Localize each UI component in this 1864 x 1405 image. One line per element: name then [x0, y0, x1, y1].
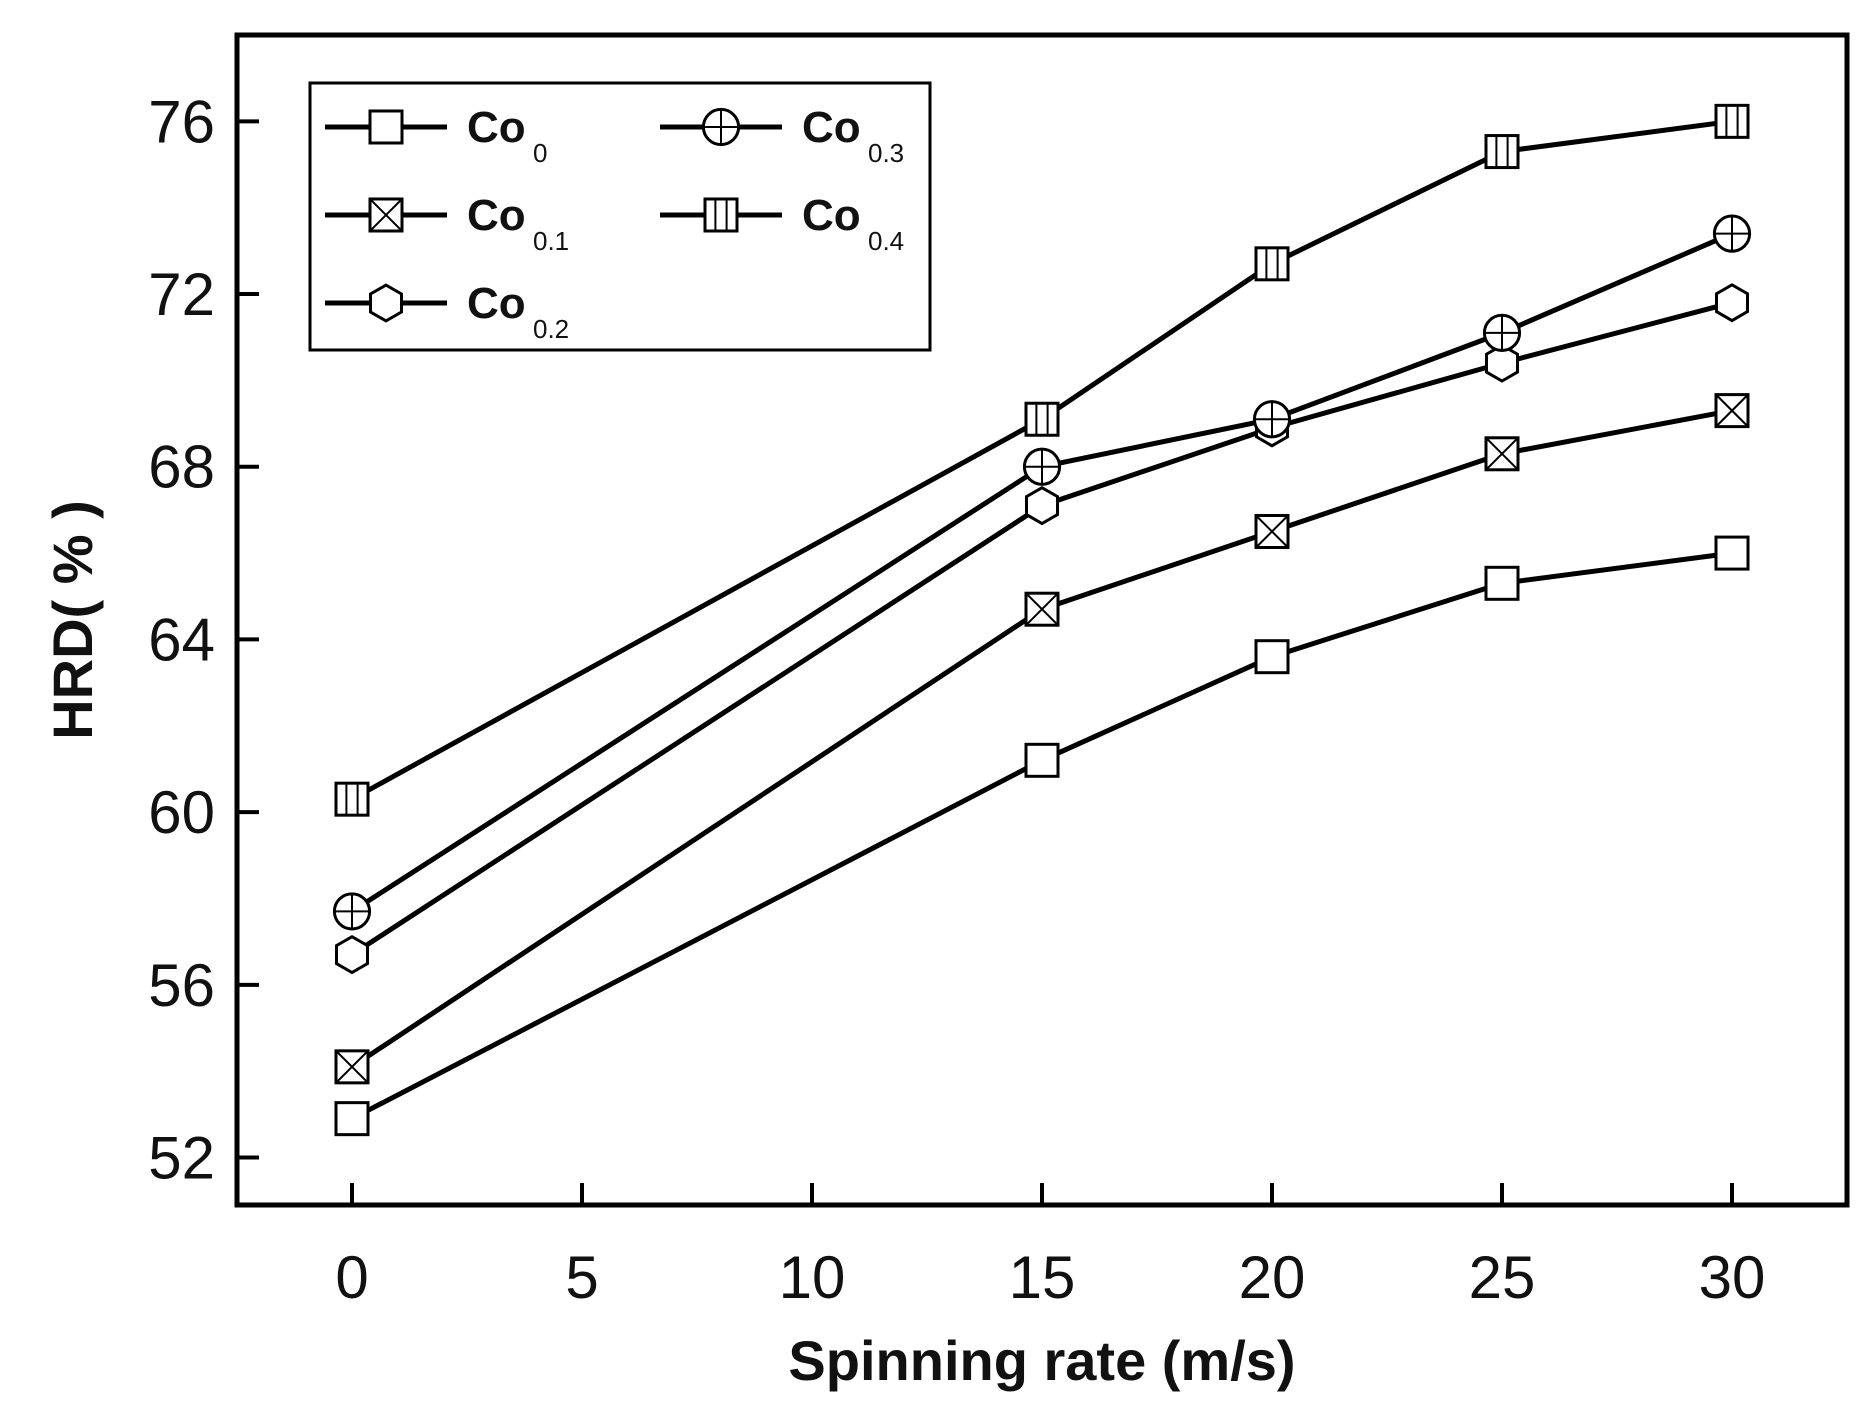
y-axis-title: HRD( % ) [41, 500, 104, 740]
x-axis-title: Spinning rate (m/s) [788, 1329, 1295, 1392]
series-layer [332, 103, 1752, 1137]
data-point-co-0.4-0 [334, 781, 370, 817]
data-point-co-0.1-4 [1714, 393, 1750, 429]
y-tick-label-2: 60 [148, 779, 215, 846]
data-point-co-0.3-0 [332, 892, 372, 931]
data-point-co-0.4-3 [1484, 134, 1520, 170]
data-point-co-0-1 [1024, 742, 1060, 778]
data-point-co-0-3 [1484, 565, 1520, 601]
legend-subscript-co-0.1: 0.1 [533, 226, 569, 256]
data-point-co-0.4-4 [1714, 103, 1750, 139]
data-point-co-0.4-2 [1254, 246, 1290, 282]
data-point-co-0.1-1 [1024, 591, 1060, 627]
data-point-co-0.1-2 [1254, 513, 1290, 549]
data-point-co-0.3-3 [1482, 313, 1522, 352]
data-point-co-0.2-4 [1715, 283, 1749, 323]
legend-item-co-0.1: Co0.1 [325, 191, 569, 256]
data-point-co-0.4-1 [1024, 401, 1060, 437]
legend-subscript-co-0.2: 0.2 [533, 314, 569, 344]
data-point-co-0.2-0 [335, 934, 369, 975]
data-point-co-0-4 [1714, 535, 1750, 571]
y-tick-label-0: 52 [148, 1125, 215, 1192]
legend-label-co-0.1: Co [467, 191, 526, 240]
y-tick-label-6: 76 [148, 88, 215, 155]
x-tick-label-5: 25 [1469, 1244, 1536, 1311]
legend-item-co-0: Co0 [325, 103, 547, 168]
x-tick-label-1: 5 [565, 1244, 598, 1311]
y-tick-label-3: 64 [148, 606, 215, 673]
legend-subscript-co-0.4: 0.4 [868, 226, 904, 256]
series-co-0.2 [335, 283, 1749, 975]
y-tick-label-1: 56 [148, 952, 215, 1019]
data-point-co-0.3-2 [1252, 400, 1292, 439]
x-tick-label-6: 30 [1699, 1244, 1766, 1311]
legend-item-co-0.3: Co0.3 [660, 103, 904, 168]
legend-label-co-0.3: Co [802, 103, 861, 152]
legend-marker-co-0.1 [368, 197, 404, 233]
y-tick-label-5: 72 [148, 261, 215, 328]
data-point-co-0.3-1 [1022, 447, 1062, 486]
legend-subscript-co-0.3: 0.3 [868, 138, 904, 168]
x-tick-label-0: 0 [335, 1244, 368, 1311]
legend-label-co-0.4: Co [802, 191, 861, 240]
legend-subscript-co-0: 0 [533, 138, 547, 168]
data-point-co-0.3-4 [1712, 214, 1752, 253]
data-point-co-0.2-1 [1025, 485, 1059, 526]
legend-item-co-0.4: Co0.4 [660, 191, 904, 256]
legend-marker-co-0.4 [703, 197, 739, 233]
series-co-0.1 [334, 393, 1750, 1085]
x-tick-label-2: 10 [779, 1244, 846, 1311]
series-co-0 [334, 535, 1750, 1137]
series-line-co-0 [350, 550, 1733, 1121]
series-line-co-0.2 [350, 300, 1733, 957]
legend-label-co-0: Co [467, 103, 526, 152]
x-ticks: 0 5 10 15 20 25 30 [335, 1183, 1765, 1311]
data-point-co-0-2 [1254, 639, 1290, 675]
y-tick-label-4: 68 [148, 434, 215, 501]
data-point-co-0.2-3 [1485, 343, 1519, 383]
y-ticks: 52 56 60 64 68 72 76 [148, 88, 259, 1192]
series-co-0.3 [332, 214, 1752, 931]
data-point-co-0.1-0 [334, 1049, 370, 1085]
x-tick-label-3: 15 [1009, 1244, 1076, 1311]
legend-item-co-0.2: Co0.2 [325, 279, 569, 344]
legend-marker-co-0.2 [369, 283, 403, 323]
series-co-0.4 [334, 103, 1750, 817]
legend-marker-co-0 [368, 109, 404, 145]
legend-label-co-0.2: Co [467, 279, 526, 328]
x-tick-label-4: 20 [1239, 1244, 1306, 1311]
legend-marker-co-0.3 [701, 107, 741, 147]
data-point-co-0.1-3 [1484, 436, 1520, 472]
data-point-co-0-0 [334, 1101, 370, 1137]
